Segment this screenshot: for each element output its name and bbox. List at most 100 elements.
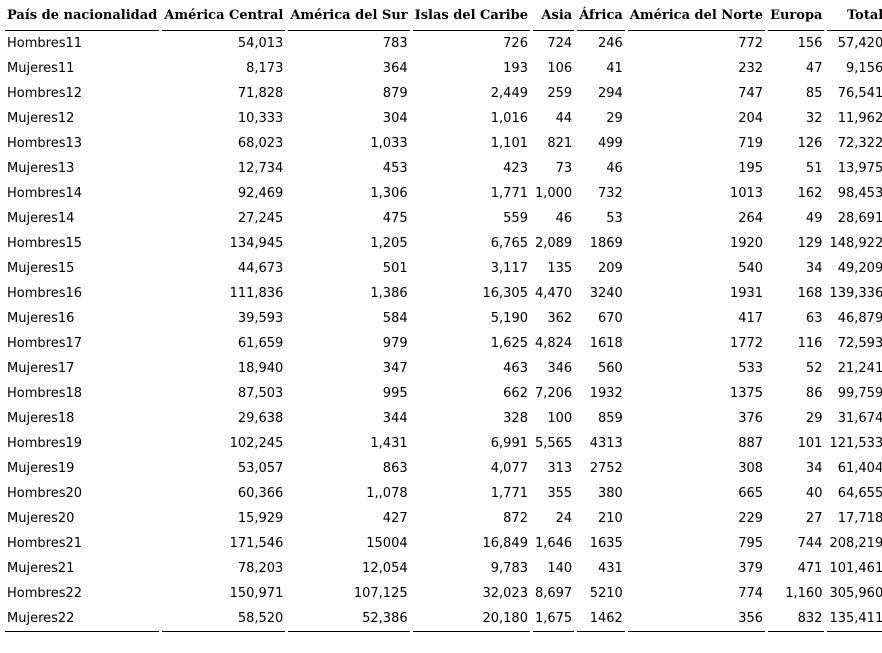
table-row: Hombres12 71,828 879 2,449 259 294 747 85 76,541: [5, 81, 882, 106]
cell: 16,849: [482, 536, 528, 551]
cell: 304: [382, 111, 408, 126]
cell: 32,023: [482, 586, 528, 601]
cell: 747: [738, 86, 764, 101]
cell: 1,101: [490, 136, 528, 151]
cell: 61,659: [237, 336, 284, 351]
cell: 1635: [589, 536, 623, 551]
cell: 76,541: [837, 86, 882, 101]
cell: 73: [555, 161, 573, 176]
cell: 7,206: [534, 386, 573, 401]
header-row: País de nacionalidad América Central Améri…: [5, 0, 882, 31]
row-label: Hombres14: [7, 186, 83, 201]
cell: 12,734: [237, 161, 284, 176]
cell: 4313: [589, 436, 623, 451]
cell: 431: [597, 561, 623, 576]
cell: 72,322: [837, 136, 882, 151]
cell: 380: [597, 486, 623, 501]
cell: 20,180: [412, 606, 530, 632]
cell: 92,469: [237, 186, 284, 201]
cell: 60,366: [237, 486, 284, 501]
cell: 210: [597, 511, 623, 526]
cell: 57,420: [837, 36, 882, 51]
column-header: América Central: [162, 0, 286, 31]
column-header: África: [577, 0, 625, 31]
cell: 328: [503, 411, 528, 426]
table-row: Hombres15 134,945 1,205 6,765 2,089 1869 1920 1…: [5, 231, 882, 256]
cell: 453: [382, 161, 408, 176]
table-row: Mujeres16 39,593 584 5,190 362 670 417 63 46,879: [5, 306, 882, 331]
table-body: Hombres11 54,013 783 726 724 246 772 156 57,420 M…: [5, 31, 882, 632]
cell: 732: [597, 186, 623, 201]
cell: 8,173: [246, 61, 284, 76]
cell: 72,593: [837, 336, 882, 351]
cell: 5,190: [490, 311, 528, 326]
cell: 863: [382, 461, 408, 476]
cell: 49,209: [837, 261, 882, 276]
cell: 6,765: [490, 236, 528, 251]
cell: 15,929: [237, 511, 284, 526]
table-row: Mujeres18 29,638 344 328 100 859 376 29 31,674: [5, 406, 882, 431]
cell: 139,336: [829, 286, 882, 301]
cell: 1,000: [534, 186, 573, 201]
cell: 78,203: [237, 561, 284, 576]
cell: 68,023: [237, 136, 284, 151]
cell: 560: [597, 361, 623, 376]
cell: 129: [797, 236, 823, 251]
cell: 140: [547, 561, 573, 576]
cell: 150,971: [229, 586, 284, 601]
cell: 9,156: [846, 61, 882, 76]
cell: 39,593: [237, 311, 284, 326]
row-label: Mujeres20: [7, 511, 75, 526]
cell: 5,565: [534, 436, 573, 451]
cell: 11,962: [837, 111, 882, 126]
cell: 463: [503, 361, 528, 376]
cell: 774: [738, 586, 764, 601]
cell: 9,783: [490, 561, 528, 576]
table-row: Hombres20 60,366 1,,078 1,771 355 380 665 40 64,…: [5, 481, 882, 506]
table-row: Mujeres21 78,203 12,054 9,783 140 431 379 471 10…: [5, 556, 882, 581]
cell: 4,077: [490, 461, 528, 476]
cell: 362: [547, 311, 573, 326]
cell: 859: [597, 411, 623, 426]
cell: 44: [555, 111, 573, 126]
row-label: Mujeres15: [7, 261, 75, 276]
row-label: Mujeres19: [7, 461, 75, 476]
cell: 29,638: [237, 411, 284, 426]
row-label: Hombres19: [7, 436, 83, 451]
cell: 2752: [589, 461, 623, 476]
cell: 1,431: [370, 436, 408, 451]
row-label: Mujeres16: [7, 311, 75, 326]
row-label: Hombres22: [7, 586, 83, 601]
cell: 1375: [729, 386, 764, 401]
cell: 1,675: [532, 606, 575, 632]
cell: 665: [738, 486, 764, 501]
table-row: Hombres16 111,836 1,386 16,305 4,470 3240 1931…: [5, 281, 882, 306]
cell: 52: [805, 361, 823, 376]
cell: 208,219: [829, 536, 882, 551]
cell: 232: [738, 61, 764, 76]
table-row: Mujeres22 58,520 52,386 20,180 1,675 1462 356 8…: [5, 606, 882, 632]
cell: 670: [597, 311, 623, 326]
cell: 34: [805, 461, 823, 476]
table-row: Mujeres19 53,057 863 4,077 313 2752 308 34 61,40…: [5, 456, 882, 481]
cell: 204: [738, 111, 764, 126]
cell: 135: [547, 261, 573, 276]
cell: 134,945: [229, 236, 284, 251]
table-row: Mujeres11 8,173 364 193 106 41 232 47 9,156: [5, 56, 882, 81]
table-row: Mujeres12 10,333 304 1,016 44 29 204 32 11,962: [5, 106, 882, 131]
cell: 979: [382, 336, 408, 351]
cell: 5210: [589, 586, 623, 601]
cell: 795: [738, 536, 764, 551]
cell: 46: [555, 211, 573, 226]
cell: 40: [805, 486, 823, 501]
row-label: Hombres15: [7, 236, 83, 251]
cell: 3240: [589, 286, 623, 301]
cell: 305,960: [829, 586, 882, 601]
cell: 427: [382, 511, 408, 526]
column-header: América del Sur: [288, 0, 410, 31]
cell: 744: [797, 536, 823, 551]
row-label: Hombres20: [7, 486, 83, 501]
cell: 41: [606, 61, 623, 76]
cell: 662: [503, 386, 528, 401]
